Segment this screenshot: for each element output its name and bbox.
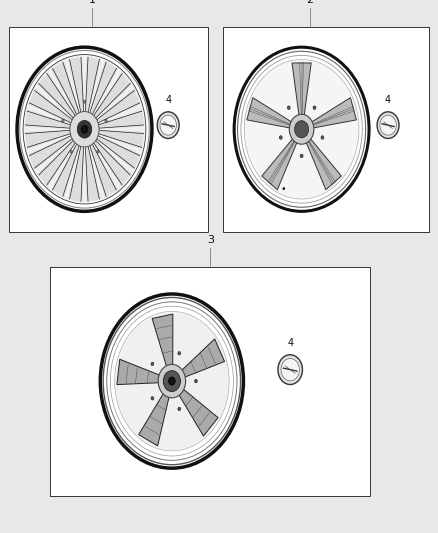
Circle shape [163, 370, 180, 392]
Circle shape [151, 362, 154, 366]
Circle shape [300, 154, 303, 158]
Circle shape [70, 150, 72, 153]
Polygon shape [292, 63, 311, 119]
Polygon shape [25, 109, 74, 129]
Circle shape [97, 150, 99, 153]
Circle shape [380, 115, 396, 135]
Text: 4: 4 [165, 95, 171, 106]
Polygon shape [262, 136, 298, 190]
Circle shape [77, 120, 92, 138]
Polygon shape [309, 98, 357, 128]
Circle shape [115, 312, 228, 450]
Polygon shape [38, 72, 78, 122]
Text: 2: 2 [306, 0, 314, 5]
Polygon shape [178, 339, 225, 379]
Polygon shape [95, 109, 144, 129]
Circle shape [169, 377, 175, 385]
Text: 4: 4 [287, 338, 293, 349]
Polygon shape [247, 98, 294, 128]
Circle shape [158, 365, 186, 398]
Polygon shape [51, 140, 81, 197]
Polygon shape [93, 89, 140, 125]
Polygon shape [25, 130, 74, 149]
Polygon shape [176, 386, 218, 436]
Circle shape [83, 100, 86, 103]
Text: 4: 4 [385, 95, 391, 106]
Circle shape [245, 60, 358, 198]
FancyBboxPatch shape [50, 266, 370, 496]
Text: 3: 3 [207, 235, 214, 245]
Circle shape [151, 397, 154, 400]
Polygon shape [38, 137, 78, 186]
Circle shape [160, 115, 177, 135]
Circle shape [281, 359, 299, 381]
Polygon shape [51, 61, 81, 119]
Circle shape [278, 355, 302, 384]
Polygon shape [152, 314, 173, 372]
Circle shape [283, 188, 285, 190]
Circle shape [178, 407, 181, 410]
Circle shape [377, 112, 399, 139]
Polygon shape [91, 72, 131, 122]
FancyBboxPatch shape [9, 27, 208, 232]
Circle shape [70, 111, 99, 147]
Polygon shape [88, 140, 118, 197]
Circle shape [81, 125, 88, 133]
Polygon shape [85, 57, 101, 117]
Polygon shape [29, 134, 76, 169]
Circle shape [157, 112, 179, 139]
Polygon shape [95, 130, 144, 149]
Polygon shape [91, 137, 131, 186]
Polygon shape [93, 134, 140, 169]
Polygon shape [29, 89, 76, 125]
Circle shape [279, 136, 282, 139]
Circle shape [295, 120, 309, 138]
Circle shape [313, 106, 316, 109]
Polygon shape [117, 359, 164, 385]
Circle shape [321, 136, 324, 139]
Circle shape [178, 352, 181, 355]
Polygon shape [68, 142, 84, 201]
Polygon shape [88, 61, 118, 119]
Circle shape [105, 119, 107, 122]
Polygon shape [68, 57, 84, 117]
FancyBboxPatch shape [223, 27, 429, 232]
Circle shape [24, 55, 145, 203]
Circle shape [290, 114, 314, 144]
Polygon shape [139, 389, 170, 446]
Circle shape [62, 119, 64, 122]
Circle shape [287, 106, 290, 109]
Circle shape [194, 379, 198, 383]
Text: 1: 1 [89, 0, 96, 5]
Polygon shape [305, 136, 341, 190]
Polygon shape [85, 142, 101, 201]
